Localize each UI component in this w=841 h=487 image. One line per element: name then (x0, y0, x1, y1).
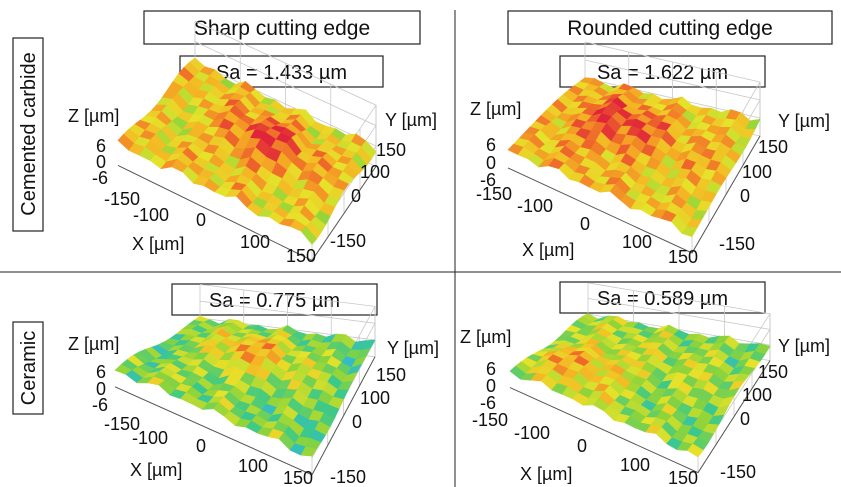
axis-frame (117, 164, 377, 262)
z-tick-label: 6 (486, 135, 496, 155)
z-tick-label: -6 (92, 395, 108, 415)
x-axis-label: X [µm] (130, 460, 182, 480)
x-tick-label: -100 (514, 423, 550, 443)
z-tick-label: -6 (92, 168, 108, 188)
y-tick-label: 150 (376, 140, 406, 160)
z-axis-label: Z [µm] (460, 327, 511, 347)
z-tick-label: 6 (96, 362, 106, 382)
surface-mesh (114, 315, 376, 457)
surface-panel-2: Sa = 1.622 µmZ [µm]Y [µm]X [µm]60-6-150-… (470, 41, 830, 267)
y-axis-label: Y [µm] (778, 111, 830, 131)
x-tick-label: 100 (238, 456, 268, 476)
y-tick-label: -150 (330, 231, 366, 251)
x-tick-label: -150 (472, 410, 508, 430)
surface-panels: Sa = 1.433 µmZ [µm] Y [µm]X [µm]60-6-150-… (68, 20, 830, 487)
x-tick-label: 150 (668, 468, 698, 487)
z-tick-label: 0 (96, 152, 106, 172)
y-tick-label: 100 (360, 162, 390, 182)
x-tick-label: 100 (240, 232, 270, 252)
z-tick-label: 0 (486, 376, 496, 396)
grid-line (587, 313, 771, 458)
z-tick-label: -6 (480, 393, 496, 413)
y-tick-label: -150 (720, 462, 756, 482)
row-label-ceramic-text: Ceramic (18, 331, 40, 405)
x-tick-label: 0 (577, 436, 587, 456)
column-header-sharp-text: Sharp cutting edge (194, 17, 370, 40)
z-tick-label: 6 (486, 359, 496, 379)
surface-mesh (509, 313, 771, 458)
y-tick-label: -150 (719, 234, 755, 254)
z-axis-label: Z [µm] (68, 106, 119, 126)
y-tick-label: 0 (352, 412, 362, 432)
surface-cell (681, 226, 698, 238)
y-tick-label: 100 (742, 162, 772, 182)
axis-frame (114, 356, 376, 476)
sa-box (559, 281, 766, 314)
x-tick-label: -100 (133, 205, 169, 225)
column-header-rounded: Rounded cutting edge (507, 10, 833, 45)
x-tick-label: 0 (196, 210, 206, 230)
sa-value: Sa = 0.589 µm (597, 288, 728, 310)
x-tick-label: 150 (668, 247, 698, 267)
z-tick-label: 0 (96, 379, 106, 399)
x-tick-label: -150 (476, 184, 512, 204)
x-tick-label: 0 (196, 436, 206, 456)
column-header-rounded-text: Rounded cutting edge (567, 17, 773, 40)
column-header-sharp: Sharp cutting edge (143, 10, 421, 45)
row-label-cemented-carbide: Cemented carbide (12, 37, 44, 232)
surface-panel-3: Sa = 0.775 µmZ [µm] Y [µm]X [µm]60-6-150-… (68, 283, 439, 487)
surface-cell (687, 443, 704, 458)
x-axis-label: X [µm] (132, 234, 184, 254)
y-tick-label: 0 (351, 186, 361, 206)
x-tick-label: 150 (286, 246, 316, 266)
x-tick-label: -100 (132, 428, 168, 448)
sa-value: Sa = 1.433 µm (216, 62, 347, 84)
y-axis-label: Y [µm] (387, 338, 439, 358)
y-tick-label: 0 (740, 409, 750, 429)
y-tick-label: -150 (330, 467, 366, 487)
y-tick-label: 150 (758, 362, 788, 382)
sa-value: Sa = 0.775 µm (209, 290, 340, 312)
x-tick-label: -150 (104, 189, 140, 209)
x-tick-label: 100 (622, 232, 652, 252)
x-tick-label: 150 (283, 468, 313, 487)
y-tick-label: 100 (360, 388, 390, 408)
y-tick-label: 150 (376, 365, 406, 385)
z-axis-label: Z [µm] (470, 99, 521, 119)
z-axis-label: Z [µm] (68, 334, 119, 354)
surface-cell (300, 226, 317, 245)
y-tick-label: 0 (740, 186, 750, 206)
y-tick-label: 100 (742, 385, 772, 405)
z-tick-label: 0 (486, 153, 496, 173)
z-tick-label: -6 (480, 170, 496, 190)
y-axis-label: Y [µm] (778, 336, 830, 356)
x-tick-label: 100 (620, 455, 650, 475)
surface-panel-4: Sa = 0.589 µmZ [µm] Y [µm]X [µm]60-6-150-… (460, 281, 830, 487)
sa-box (171, 283, 378, 316)
surface-mesh (117, 57, 377, 245)
x-tick-label: 0 (580, 214, 590, 234)
row-label-cemented-carbide-text: Cemented carbide (18, 52, 40, 215)
row-label-ceramic: Ceramic (12, 321, 44, 415)
sa-value: Sa = 1.622 µm (597, 62, 728, 84)
x-axis-label: X [µm] (522, 240, 574, 260)
y-axis-label: Y [µm] (385, 110, 437, 130)
x-axis-label: X [µm] (520, 464, 572, 484)
axis-frame (507, 135, 761, 254)
surface-panel-1: Sa = 1.433 µmZ [µm] Y [µm]X [µm]60-6-150-… (68, 20, 437, 266)
surface-cell (300, 446, 317, 457)
surface-mesh (507, 77, 761, 238)
z-tick-label: 6 (96, 136, 106, 156)
y-tick-label: 150 (758, 137, 788, 157)
x-tick-label: -100 (517, 196, 553, 216)
axis-frame (509, 360, 771, 474)
x-tick-label: -150 (104, 414, 140, 434)
